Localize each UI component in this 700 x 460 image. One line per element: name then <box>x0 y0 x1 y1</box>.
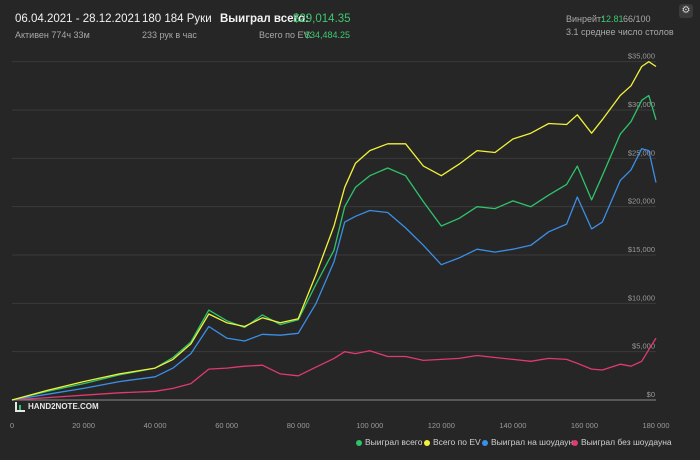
ev-total-value: $34,484.25 <box>305 30 351 40</box>
hands-count: 180 184 Руки <box>142 13 212 25</box>
y-tick-label: $30,000 <box>628 100 655 109</box>
active-time: Активен 774ч 33м <box>15 30 90 40</box>
won-total-label: Выиграл всего: <box>220 13 309 25</box>
legend-label: Всего по EV <box>433 437 481 447</box>
series-line-non-showdown <box>11 337 657 401</box>
y-tick-label: $20,000 <box>628 197 655 206</box>
stats-header: 06.04.2021 - 28.12.2021 Активен 774ч 33м… <box>0 0 700 46</box>
tables-average: 3.1 среднее число столов <box>566 27 674 37</box>
legend-swatch <box>482 439 488 446</box>
legend-swatch <box>424 439 430 446</box>
hands-per-hour: 233 рук в час <box>142 30 197 40</box>
x-tick-label: 140 000 <box>499 421 526 430</box>
legend-label: Выиграл без шоудауна <box>581 437 672 447</box>
logo-text: HAND2NOTE.COM <box>28 402 99 412</box>
x-tick-label: 40 000 <box>144 421 167 430</box>
series-line-showdown <box>11 148 657 401</box>
y-tick-label: $15,000 <box>628 245 655 254</box>
legend-label: Выиграл на шоудауне <box>491 437 578 447</box>
y-tick-label: $25,000 <box>628 148 655 157</box>
hand2note-logo-icon <box>15 402 25 412</box>
y-tick-label: $0 <box>647 390 655 399</box>
x-tick-label: 160 000 <box>571 421 598 430</box>
y-tick-label: $35,000 <box>628 52 655 61</box>
legend-swatch <box>572 439 578 446</box>
legend-swatch <box>356 439 362 446</box>
legend-label: Выиграл всего <box>365 437 423 447</box>
x-tick-label: 100 000 <box>356 421 383 430</box>
y-tick-label: $10,000 <box>628 293 655 302</box>
winrate-value: 12.81 <box>601 14 624 24</box>
legend-item-won-total[interactable]: Выиграл всего <box>356 437 422 447</box>
x-tick-label: 20 000 <box>72 421 95 430</box>
winrate-label: Винрейт: <box>566 14 604 24</box>
series-line-won-total <box>11 94 657 401</box>
series-line-ev-total <box>11 61 657 401</box>
gear-icon[interactable]: ⚙ <box>679 4 693 18</box>
x-tick-label: 120 000 <box>428 421 455 430</box>
y-tick-label: $5,000 <box>632 342 655 351</box>
hand2note-logo: HAND2NOTE.COM <box>15 402 99 412</box>
legend-item-showdown[interactable]: Выиграл на шоудауне <box>482 437 578 447</box>
legend-item-ev-total[interactable]: Всего по EV <box>424 437 481 447</box>
date-range: 06.04.2021 - 28.12.2021 <box>15 13 141 25</box>
won-total-value: $29,014.35 <box>293 13 351 25</box>
ev-total-label: Всего по EV: <box>259 30 312 40</box>
winrate-extra: 66/100 <box>623 14 651 24</box>
x-tick-label: 180 000 <box>642 421 669 430</box>
x-tick-label: 0 <box>10 421 14 430</box>
x-tick-label: 80 000 <box>287 421 310 430</box>
x-tick-label: 60 000 <box>215 421 238 430</box>
legend-item-non-showdown[interactable]: Выиграл без шоудауна <box>572 437 672 447</box>
